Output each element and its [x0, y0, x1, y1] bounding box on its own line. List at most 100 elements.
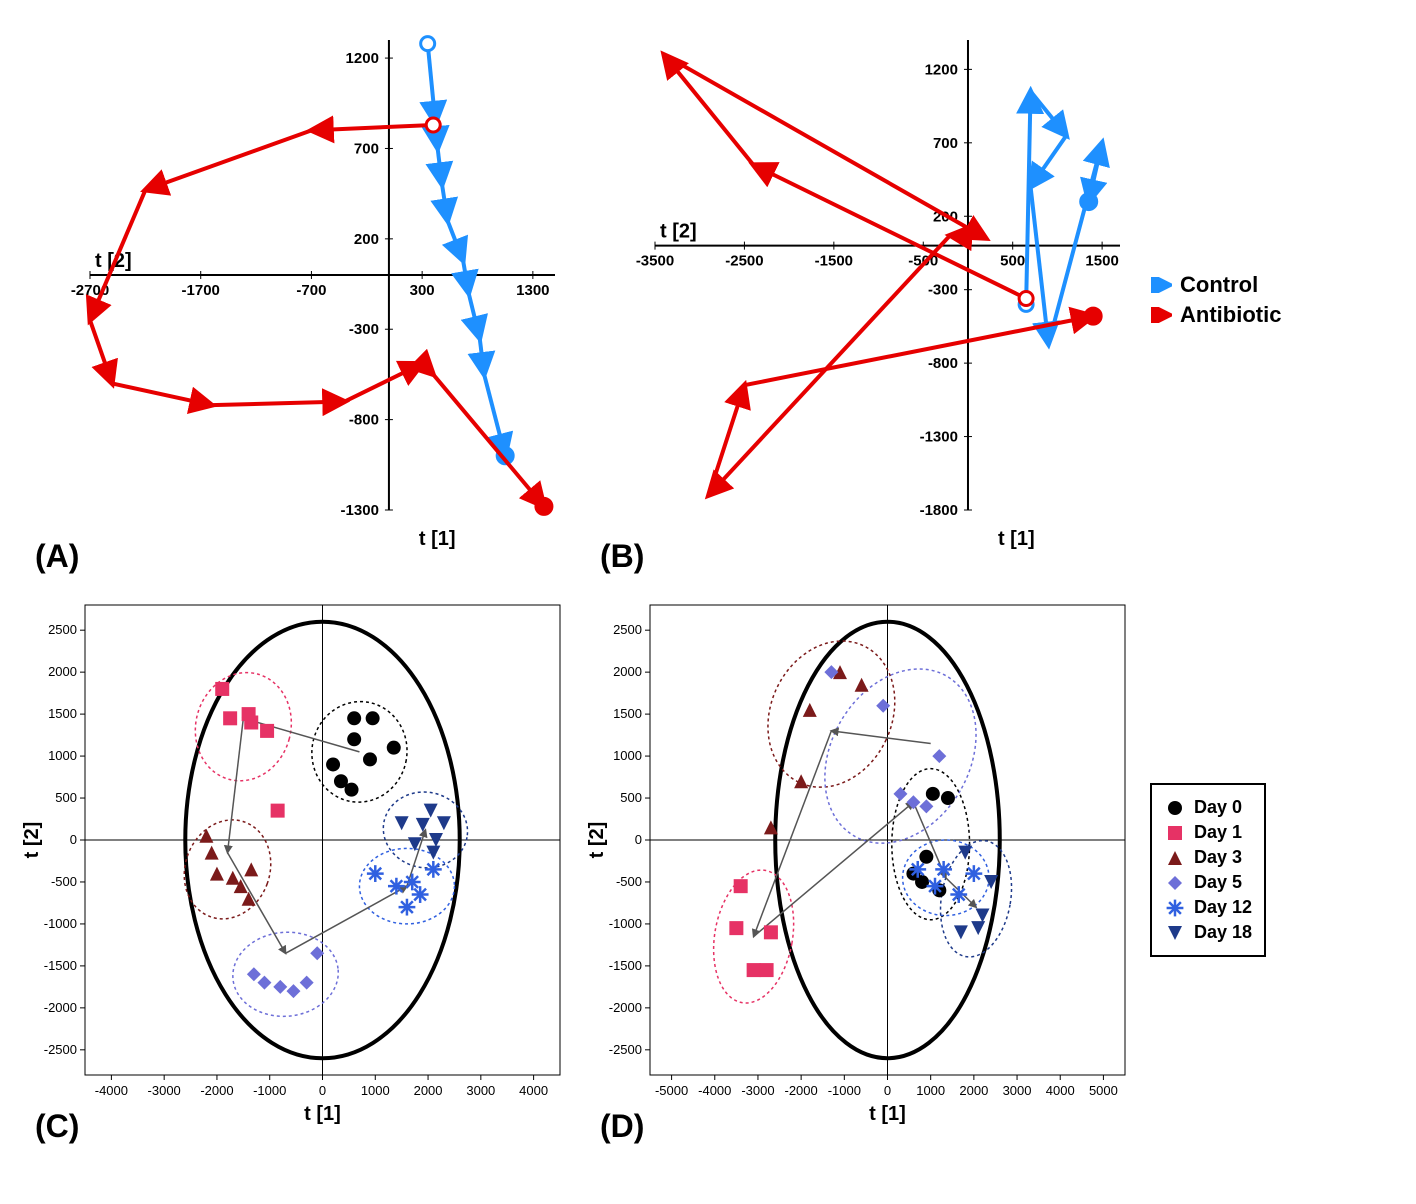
svg-text:1000: 1000 — [361, 1083, 390, 1098]
panel-C: -4000 -3000 -2000 -1000 0 1000 2000 3000 4000 -25… — [20, 590, 575, 1150]
svg-text:-1800: -1800 — [920, 502, 958, 519]
legend-item-day0: Day 0 — [1164, 797, 1252, 818]
svg-text:-300: -300 — [349, 321, 379, 338]
svg-text:700: 700 — [354, 140, 379, 157]
svg-text:-1000: -1000 — [253, 1083, 286, 1098]
svg-text:5000: 5000 — [1089, 1083, 1118, 1098]
legend-label: Control — [1180, 272, 1258, 298]
svg-text:500: 500 — [620, 790, 642, 805]
svg-text:t [1]: t [1] — [304, 1103, 341, 1125]
legend-label: Day 3 — [1194, 847, 1242, 868]
legend-label: Day 12 — [1194, 897, 1252, 918]
svg-text:-4000: -4000 — [698, 1083, 731, 1098]
legend-item-day3: Day 3 — [1164, 847, 1252, 868]
panel-D: -5000-4000-3000-2000-1000010002000300040… — [585, 590, 1140, 1150]
svg-text:-2500: -2500 — [725, 253, 763, 270]
svg-text:-2000: -2000 — [785, 1083, 818, 1098]
legend-label: Day 5 — [1194, 872, 1242, 893]
svg-text:-2000: -2000 — [609, 1000, 642, 1015]
svg-text:t [2]: t [2] — [21, 822, 43, 859]
svg-text:1300: 1300 — [516, 282, 549, 299]
legend-top: Control Antibiotic — [1150, 268, 1281, 332]
marker-icon — [1164, 799, 1186, 817]
svg-text:1200: 1200 — [925, 61, 958, 78]
svg-text:t [1]: t [1] — [869, 1103, 906, 1125]
legend-item-control: Control — [1150, 272, 1281, 298]
svg-text:-500: -500 — [616, 874, 642, 889]
legend-item-antibiotic: Antibiotic — [1150, 302, 1281, 328]
figure-grid: -2700-1700-7003001300-1300-800-300200700… — [20, 20, 1396, 1150]
marker-icon — [1164, 924, 1186, 942]
svg-text:2500: 2500 — [48, 622, 77, 637]
svg-text:1000: 1000 — [916, 1083, 945, 1098]
panel-B-label: (B) — [600, 538, 644, 575]
svg-text:-2000: -2000 — [44, 1000, 77, 1015]
svg-text:t [2]: t [2] — [586, 822, 608, 859]
svg-text:500: 500 — [55, 790, 77, 805]
chart-D: -5000-4000-3000-2000-1000010002000300040… — [585, 590, 1140, 1130]
legend-item-day1: Day 1 — [1164, 822, 1252, 843]
svg-text:-1000: -1000 — [828, 1083, 861, 1098]
svg-text:1000: 1000 — [48, 748, 77, 763]
svg-text:-1000: -1000 — [44, 916, 77, 931]
legend-bottom-container: Day 0 Day 1 Day 3 Day 5 Day 12 Day 18 — [1150, 590, 1390, 1150]
marker-icon — [1164, 824, 1186, 842]
svg-text:2000: 2000 — [48, 664, 77, 679]
arrow-icon — [1150, 276, 1172, 294]
svg-text:4000: 4000 — [1046, 1083, 1075, 1098]
svg-text:-800: -800 — [349, 412, 379, 429]
svg-text:200: 200 — [354, 231, 379, 248]
legend-label: Day 1 — [1194, 822, 1242, 843]
svg-text:0: 0 — [884, 1083, 891, 1098]
svg-text:0: 0 — [635, 832, 642, 847]
svg-text:-4000: -4000 — [95, 1083, 128, 1098]
svg-text:-1500: -1500 — [815, 253, 853, 270]
svg-text:1500: 1500 — [1085, 253, 1118, 270]
panel-A-label: (A) — [35, 538, 79, 575]
legend-item-day5: Day 5 — [1164, 872, 1252, 893]
marker-icon — [1164, 849, 1186, 867]
svg-text:-800: -800 — [928, 355, 958, 372]
legend-top-container: Control Antibiotic — [1150, 20, 1390, 580]
legend-label: Antibiotic — [1180, 302, 1281, 328]
svg-text:t [1]: t [1] — [419, 528, 456, 550]
marker-icon — [1164, 899, 1186, 917]
legend-item-day12: Day 12 — [1164, 897, 1252, 918]
chart-B: -3500-2500-1500-5005001500-1800-1300-800… — [585, 20, 1140, 560]
svg-text:0: 0 — [319, 1083, 326, 1098]
marker-icon — [1164, 874, 1186, 892]
svg-text:-500: -500 — [51, 874, 77, 889]
svg-text:-5000: -5000 — [655, 1083, 688, 1098]
svg-text:t [2]: t [2] — [660, 221, 697, 243]
panel-D-label: (D) — [600, 1108, 644, 1145]
panel-C-label: (C) — [35, 1108, 79, 1145]
svg-text:1500: 1500 — [48, 706, 77, 721]
svg-text:-1700: -1700 — [182, 282, 220, 299]
svg-text:-2500: -2500 — [609, 1042, 642, 1057]
svg-text:2000: 2000 — [959, 1083, 988, 1098]
svg-text:-1300: -1300 — [920, 429, 958, 446]
svg-text:2500: 2500 — [613, 622, 642, 637]
svg-text:-3000: -3000 — [148, 1083, 181, 1098]
arrow-icon — [1150, 306, 1172, 324]
svg-text:-2500: -2500 — [44, 1042, 77, 1057]
svg-text:-1500: -1500 — [44, 958, 77, 973]
svg-text:4000: 4000 — [519, 1083, 548, 1098]
svg-text:-1300: -1300 — [341, 502, 379, 519]
svg-text:0: 0 — [70, 832, 77, 847]
svg-text:2000: 2000 — [414, 1083, 443, 1098]
panel-A: -2700-1700-7003001300-1300-800-300200700… — [20, 20, 575, 580]
svg-text:-3500: -3500 — [636, 253, 674, 270]
svg-text:-3000: -3000 — [741, 1083, 774, 1098]
legend-item-day18: Day 18 — [1164, 922, 1252, 943]
svg-text:500: 500 — [1000, 253, 1025, 270]
legend-label: Day 0 — [1194, 797, 1242, 818]
svg-text:3000: 3000 — [466, 1083, 495, 1098]
svg-text:2000: 2000 — [613, 664, 642, 679]
svg-text:1000: 1000 — [613, 748, 642, 763]
svg-text:3000: 3000 — [1003, 1083, 1032, 1098]
chart-A: -2700-1700-7003001300-1300-800-300200700… — [20, 20, 575, 560]
svg-text:700: 700 — [933, 135, 958, 152]
svg-text:-300: -300 — [928, 282, 958, 299]
legend-label: Day 18 — [1194, 922, 1252, 943]
